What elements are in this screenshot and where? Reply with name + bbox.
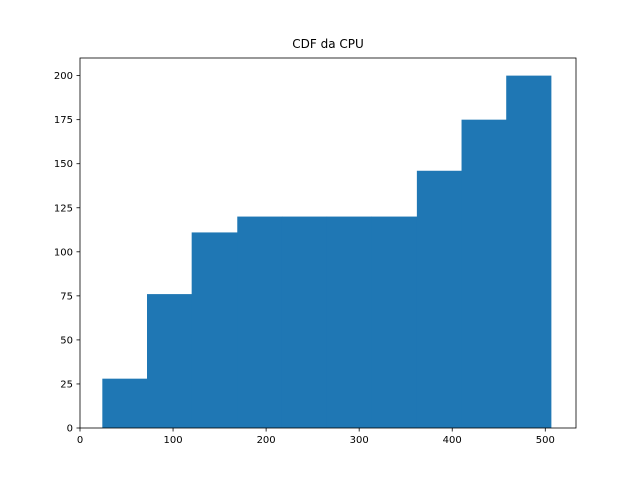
- histogram-bar-5: [281, 216, 328, 428]
- x-tick-label: 500: [536, 435, 555, 446]
- x-tick-label: 0: [77, 435, 83, 446]
- y-tick-label: 125: [54, 203, 73, 214]
- y-tick-label: 0: [67, 424, 73, 435]
- y-tick-label: 150: [54, 159, 73, 170]
- histogram-bar-7: [371, 216, 418, 428]
- chart-title: CDF da CPU: [292, 37, 364, 51]
- histogram-bar-9: [461, 119, 507, 429]
- y-tick-label: 100: [54, 247, 73, 258]
- histogram-bar-8: [416, 170, 463, 428]
- x-axis-ticks: 0 100 200 300 400 500: [77, 428, 555, 446]
- histogram-bar-6: [326, 216, 372, 428]
- y-tick-label: 25: [60, 379, 73, 390]
- bars-group: [102, 75, 552, 429]
- y-tick-label: 200: [54, 71, 73, 82]
- y-tick-label: 75: [60, 291, 73, 302]
- histogram-bar-1: [102, 378, 148, 428]
- y-tick-label: 50: [60, 335, 73, 346]
- y-axis-ticks: 0 25 50 75 100 125 150 175 200: [54, 71, 80, 435]
- histogram-bar-3: [191, 232, 238, 428]
- x-tick-label: 400: [443, 435, 462, 446]
- histogram-bar-4: [237, 216, 283, 428]
- x-tick-label: 300: [350, 435, 369, 446]
- histogram-bar-2: [147, 294, 193, 428]
- y-tick-label: 175: [54, 115, 73, 126]
- x-tick-label: 100: [164, 435, 183, 446]
- plot-area-frame: [79, 57, 577, 429]
- histogram-bar-10: [506, 75, 552, 429]
- x-tick-label: 200: [257, 435, 276, 446]
